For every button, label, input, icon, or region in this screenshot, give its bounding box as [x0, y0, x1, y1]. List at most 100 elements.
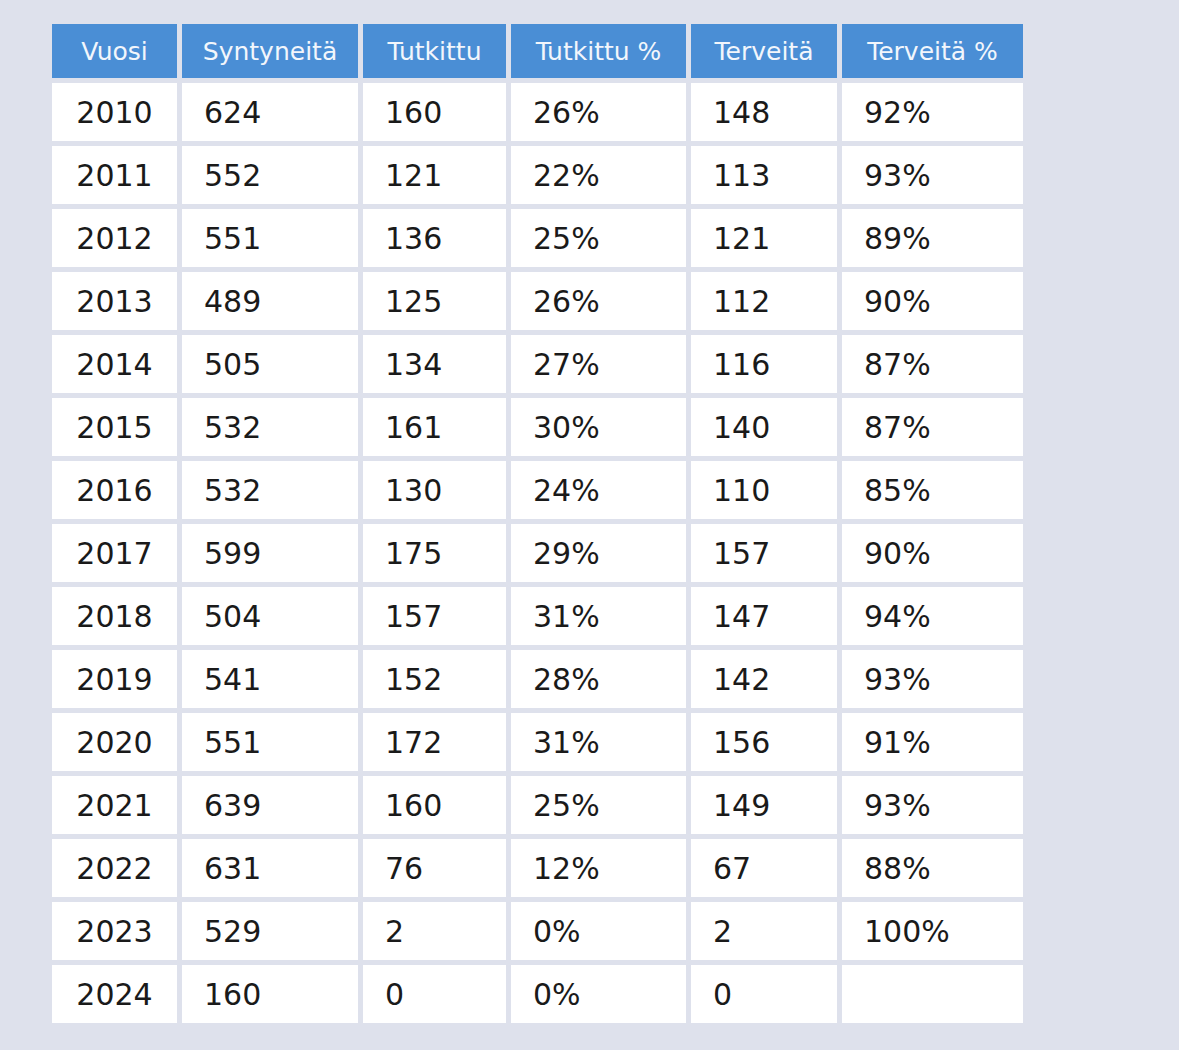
table-cell: 110	[691, 461, 837, 519]
year-cell: 2024	[52, 965, 177, 1023]
year-cell: 2017	[52, 524, 177, 582]
table-cell: 147	[691, 587, 837, 645]
year-cell: 2019	[52, 650, 177, 708]
table-row: 201155212122%11393%	[52, 146, 1023, 204]
table-row: 201759917529%15790%	[52, 524, 1023, 582]
table-cell: 89%	[842, 209, 1023, 267]
statistics-table: VuosiSyntyneitäTutkittuTutkittu %Terveit…	[47, 19, 1028, 1028]
table-cell: 26%	[511, 83, 686, 141]
table-cell: 148	[691, 83, 837, 141]
table-cell: 67	[691, 839, 837, 897]
table-cell: 94%	[842, 587, 1023, 645]
table-row: 201348912526%11290%	[52, 272, 1023, 330]
table-cell: 172	[363, 713, 506, 771]
table-row: 201255113625%12189%	[52, 209, 1023, 267]
table-cell: 24%	[511, 461, 686, 519]
table-cell: 113	[691, 146, 837, 204]
table-cell: 489	[182, 272, 358, 330]
year-cell: 2012	[52, 209, 177, 267]
table-row: 202163916025%14993%	[52, 776, 1023, 834]
table-cell: 93%	[842, 776, 1023, 834]
column-header: Terveitä %	[842, 24, 1023, 78]
table-row: 202416000%0	[52, 965, 1023, 1023]
table-cell: 125	[363, 272, 506, 330]
table-row: 201450513427%11687%	[52, 335, 1023, 393]
table-header-row: VuosiSyntyneitäTutkittuTutkittu %Terveit…	[52, 24, 1023, 78]
table-cell: 100%	[842, 902, 1023, 960]
table-row: 201850415731%14794%	[52, 587, 1023, 645]
table-cell: 29%	[511, 524, 686, 582]
table-cell: 30%	[511, 398, 686, 456]
table-cell: 88%	[842, 839, 1023, 897]
table-cell: 504	[182, 587, 358, 645]
year-cell: 2023	[52, 902, 177, 960]
table-cell: 92%	[842, 83, 1023, 141]
year-cell: 2015	[52, 398, 177, 456]
year-cell: 2018	[52, 587, 177, 645]
table-cell: 152	[363, 650, 506, 708]
table-cell: 2	[691, 902, 837, 960]
table-cell: 0	[691, 965, 837, 1023]
table-cell: 639	[182, 776, 358, 834]
table-cell: 0%	[511, 965, 686, 1023]
table-cell: 0%	[511, 902, 686, 960]
table-cell: 136	[363, 209, 506, 267]
table-cell: 85%	[842, 461, 1023, 519]
table-cell: 25%	[511, 209, 686, 267]
column-header: Syntyneitä	[182, 24, 358, 78]
table-cell: 160	[363, 83, 506, 141]
column-header: Tutkittu	[363, 24, 506, 78]
table-cell: 532	[182, 398, 358, 456]
year-cell: 2014	[52, 335, 177, 393]
table-cell: 149	[691, 776, 837, 834]
table-cell: 631	[182, 839, 358, 897]
table-cell	[842, 965, 1023, 1023]
table-cell: 27%	[511, 335, 686, 393]
year-cell: 2022	[52, 839, 177, 897]
year-cell: 2011	[52, 146, 177, 204]
table-row: 201954115228%14293%	[52, 650, 1023, 708]
table-cell: 532	[182, 461, 358, 519]
table-cell: 26%	[511, 272, 686, 330]
table-cell: 87%	[842, 335, 1023, 393]
table-cell: 28%	[511, 650, 686, 708]
table-cell: 160	[363, 776, 506, 834]
table-cell: 93%	[842, 146, 1023, 204]
table-cell: 599	[182, 524, 358, 582]
table-cell: 90%	[842, 524, 1023, 582]
table-cell: 175	[363, 524, 506, 582]
table-cell: 134	[363, 335, 506, 393]
page-background: { "colors": { "page_background": "#dee1e…	[0, 0, 1179, 1050]
table-cell: 140	[691, 398, 837, 456]
table-row: 20226317612%6788%	[52, 839, 1023, 897]
year-cell: 2020	[52, 713, 177, 771]
table-cell: 87%	[842, 398, 1023, 456]
table-cell: 156	[691, 713, 837, 771]
year-cell: 2016	[52, 461, 177, 519]
table-cell: 157	[691, 524, 837, 582]
table-cell: 157	[363, 587, 506, 645]
table-cell: 2	[363, 902, 506, 960]
table-cell: 93%	[842, 650, 1023, 708]
table-cell: 0	[363, 965, 506, 1023]
table-cell: 551	[182, 713, 358, 771]
table-cell: 91%	[842, 713, 1023, 771]
table-cell: 161	[363, 398, 506, 456]
table-cell: 116	[691, 335, 837, 393]
table-cell: 121	[691, 209, 837, 267]
table-cell: 31%	[511, 587, 686, 645]
table-cell: 25%	[511, 776, 686, 834]
year-cell: 2021	[52, 776, 177, 834]
table-cell: 31%	[511, 713, 686, 771]
table-cell: 552	[182, 146, 358, 204]
table-row: 201653213024%11085%	[52, 461, 1023, 519]
table-cell: 90%	[842, 272, 1023, 330]
table-row: 202352920%2100%	[52, 902, 1023, 960]
table-row: 201553216130%14087%	[52, 398, 1023, 456]
column-header: Tutkittu %	[511, 24, 686, 78]
table-row: 202055117231%15691%	[52, 713, 1023, 771]
column-header: Vuosi	[52, 24, 177, 78]
column-header: Terveitä	[691, 24, 837, 78]
table-cell: 624	[182, 83, 358, 141]
table-cell: 76	[363, 839, 506, 897]
